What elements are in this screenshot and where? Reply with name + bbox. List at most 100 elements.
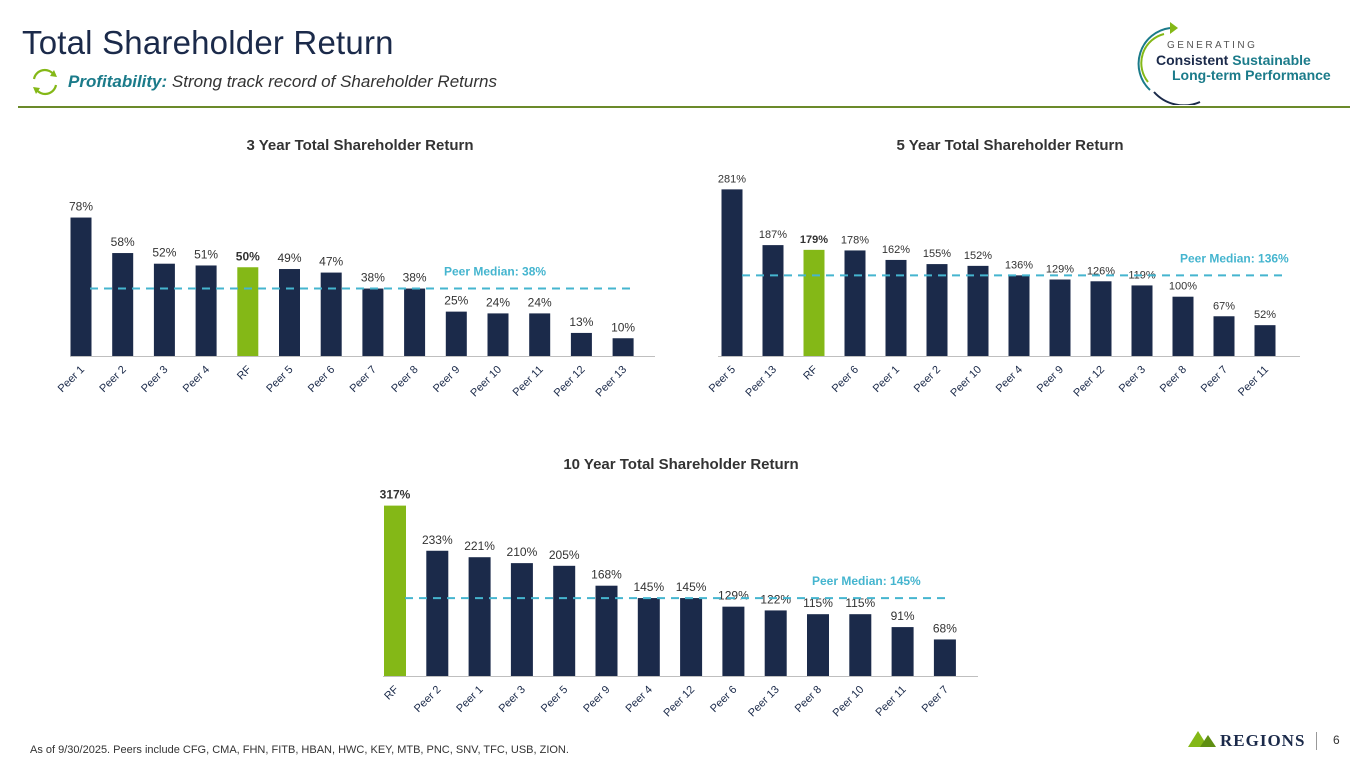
- page-title: Total Shareholder Return: [22, 24, 394, 61]
- data-label: 187%: [759, 229, 787, 241]
- tick-label: Peer 5: [707, 364, 738, 395]
- bar: [426, 550, 449, 676]
- data-label: 162%: [882, 244, 910, 256]
- bar: [1213, 316, 1235, 356]
- subtitle-lead: Profitability:: [68, 72, 168, 91]
- bar: [468, 557, 491, 676]
- tick-label: Peer 13: [593, 364, 629, 400]
- data-label: 210%: [507, 545, 538, 559]
- tick-label: Peer 1: [871, 364, 902, 395]
- data-label: 205%: [549, 548, 580, 562]
- data-label: 145%: [676, 580, 707, 594]
- data-label: 47%: [319, 255, 343, 269]
- tick-label: Peer 12: [552, 364, 588, 400]
- tick-label: Peer 6: [830, 364, 861, 395]
- bar: [1008, 275, 1030, 356]
- badge-arcs-icon: [1137, 22, 1201, 105]
- bar: [70, 217, 92, 356]
- bar: [404, 288, 426, 356]
- tick-label: Peer 10: [948, 364, 984, 400]
- bar: [849, 614, 872, 676]
- footnote: As of 9/30/2025. Peers include CFG, CMA,…: [30, 744, 569, 756]
- tick-label: Peer 9: [431, 364, 462, 395]
- regions-logo-text: REGIONS: [1220, 731, 1306, 750]
- tick-label: Peer 7: [1199, 364, 1230, 395]
- data-label: 155%: [923, 248, 951, 260]
- tick-label: Peer 2: [412, 684, 443, 715]
- tick-label: Peer 11: [511, 364, 546, 399]
- bar: [844, 250, 866, 356]
- bar: [112, 253, 134, 356]
- bar: [885, 259, 907, 356]
- tick-label: Peer 2: [97, 364, 128, 395]
- data-label: 38%: [361, 271, 385, 285]
- median-label: Peer Median: 145%: [812, 574, 921, 588]
- bar: [529, 313, 551, 356]
- bar: [926, 264, 948, 356]
- bar: [570, 332, 592, 356]
- data-label: 24%: [528, 295, 552, 309]
- bar: [487, 313, 509, 356]
- data-label: 91%: [891, 609, 915, 623]
- tick-label: Peer 11: [1236, 364, 1271, 399]
- data-label: 129%: [1046, 264, 1074, 276]
- badge-line-2: Long-term Performance: [1172, 67, 1331, 83]
- data-label: 145%: [633, 580, 664, 594]
- tick-label: Peer 13: [743, 364, 779, 400]
- median-label: Peer Median: 38%: [444, 265, 546, 279]
- bar: [510, 563, 533, 676]
- badge-line-1: Consistent Sustainable: [1156, 52, 1311, 68]
- bar: [721, 189, 743, 356]
- header-divider: [18, 106, 1350, 108]
- median-label: Peer Median: 136%: [1180, 251, 1289, 265]
- bar: [967, 265, 989, 356]
- logo-separator: [1316, 732, 1317, 750]
- bar: [153, 263, 175, 356]
- tick-label: Peer 12: [661, 684, 697, 720]
- tick-label: Peer 4: [624, 684, 655, 715]
- tick-label: Peer 3: [497, 684, 528, 715]
- data-label: 233%: [422, 533, 453, 547]
- chart-title: 5 Year Total Shareholder Return: [896, 137, 1123, 154]
- tick-label: Peer 6: [708, 684, 739, 715]
- cycle-icon: [32, 68, 58, 96]
- bar: [1131, 285, 1153, 356]
- bar: [762, 245, 784, 356]
- tick-label: Peer 4: [181, 364, 212, 395]
- data-label: 52%: [152, 246, 176, 260]
- tick-label: Peer 8: [389, 364, 420, 395]
- bar: [1049, 279, 1071, 356]
- tick-label: RF: [801, 363, 820, 382]
- chart-title: 10 Year Total Shareholder Return: [563, 456, 798, 473]
- regions-logo-icon: [1188, 731, 1216, 747]
- data-label: 178%: [841, 234, 869, 246]
- data-label: 58%: [111, 235, 135, 249]
- bar: [553, 565, 576, 676]
- tick-label: Peer 9: [1035, 364, 1066, 395]
- data-label: 67%: [1213, 300, 1235, 312]
- badge-sustainable: Sustainable: [1228, 52, 1311, 68]
- bar: [1172, 296, 1194, 356]
- data-label: 78%: [69, 200, 93, 214]
- tick-label: Peer 8: [793, 684, 824, 715]
- bar: [445, 311, 467, 356]
- page-number: 6: [1333, 733, 1340, 747]
- data-label: 281%: [718, 173, 746, 185]
- bar: [595, 585, 618, 676]
- tick-label: Peer 1: [56, 364, 87, 395]
- subtitle-text: Strong track record of Shareholder Retur…: [167, 72, 497, 91]
- tick-label: Peer 10: [831, 684, 867, 720]
- data-label: 50%: [236, 249, 260, 263]
- tick-label: Peer 8: [1158, 364, 1189, 395]
- tick-label: Peer 5: [539, 684, 570, 715]
- tick-label: Peer 9: [581, 684, 612, 715]
- tick-label: Peer 10: [468, 364, 504, 400]
- data-label: 179%: [800, 234, 828, 246]
- tick-label: RF: [235, 363, 254, 382]
- bar: [891, 627, 914, 676]
- bar: [195, 265, 217, 356]
- data-label: 10%: [611, 320, 635, 334]
- data-label: 129%: [718, 589, 749, 603]
- tick-label: RF: [382, 683, 401, 702]
- bar: [764, 610, 787, 676]
